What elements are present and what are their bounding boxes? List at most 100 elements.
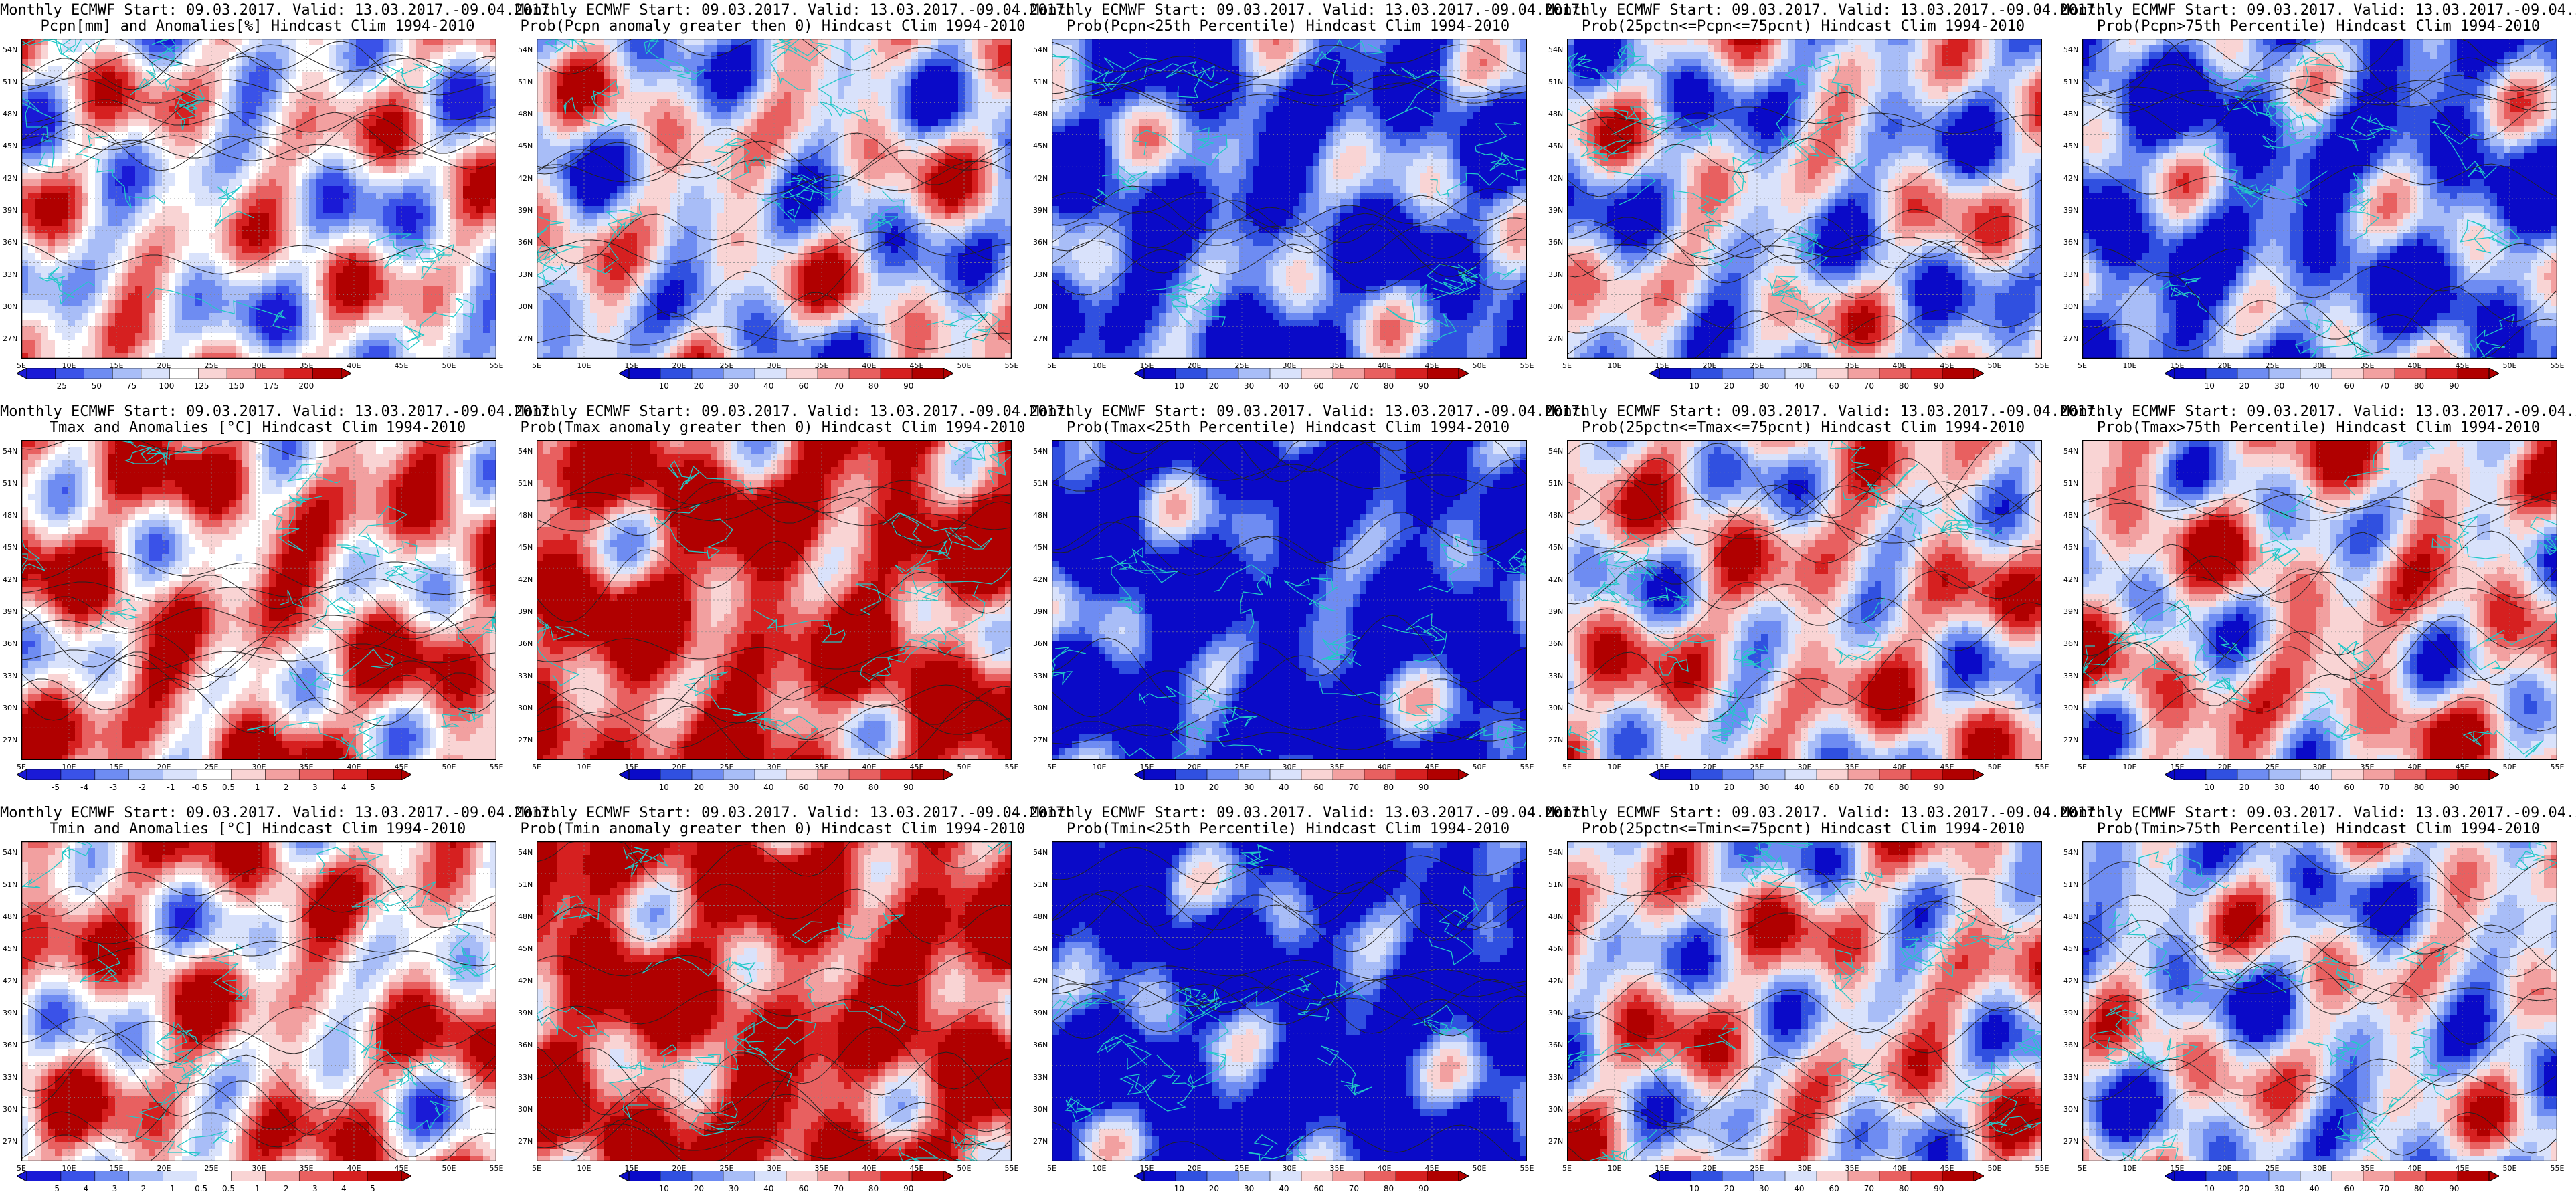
coastline bbox=[155, 1021, 199, 1051]
coastline bbox=[2462, 612, 2557, 670]
colorbar-tick-label: 4 bbox=[341, 1184, 347, 1193]
coastline bbox=[792, 912, 904, 944]
coastline bbox=[1119, 720, 1206, 760]
lat-label: 39N bbox=[3, 607, 17, 616]
lat-label: 42N bbox=[3, 174, 17, 183]
coastline bbox=[2089, 1030, 2158, 1069]
lat-label: 33N bbox=[1548, 270, 1563, 279]
lat-label: 48N bbox=[518, 912, 533, 921]
contour-line bbox=[2082, 300, 2557, 359]
colorbar-tick-label: 10 bbox=[2205, 381, 2215, 391]
contour-line bbox=[537, 142, 1011, 189]
lat-label: 54N bbox=[3, 447, 17, 456]
contour-line bbox=[537, 486, 1011, 510]
contour-line bbox=[1567, 1112, 2041, 1161]
coastline bbox=[1424, 270, 1477, 302]
coastline bbox=[1952, 924, 2015, 950]
colorbar-tick-label: 80 bbox=[1899, 1184, 1909, 1193]
coastline bbox=[1784, 54, 1856, 98]
coastline bbox=[2395, 942, 2460, 969]
colorbar-segment bbox=[1847, 1171, 1880, 1181]
lat-label: 42N bbox=[518, 575, 533, 584]
coastline bbox=[818, 73, 869, 123]
coastline bbox=[1297, 980, 1366, 1021]
map-frame bbox=[1567, 440, 2042, 760]
lon-label: 55E bbox=[490, 1164, 504, 1173]
lat-label: 39N bbox=[2063, 1009, 2078, 1017]
colorbar-tick-label: 60 bbox=[798, 783, 808, 792]
coastline bbox=[2108, 910, 2172, 981]
contour-line bbox=[2082, 619, 2556, 680]
lat-label: 54N bbox=[1548, 848, 1563, 857]
contour-line bbox=[2082, 272, 2557, 354]
colorbar-tick-label: 80 bbox=[2414, 1184, 2424, 1193]
coastline bbox=[1314, 39, 1385, 105]
panel-title: Monthly ECMWF Start: 09.03.2017. Valid: … bbox=[0, 805, 558, 821]
colorbar-segment bbox=[1690, 368, 1723, 379]
contour-line bbox=[537, 951, 1011, 991]
map-frame bbox=[21, 841, 496, 1161]
colorbar-end bbox=[1458, 368, 1469, 379]
coastline bbox=[145, 39, 185, 76]
lon-label: 50E bbox=[2503, 1164, 2517, 1173]
colorbar-tick-label: 40 bbox=[2309, 1184, 2319, 1193]
colorbar-segment bbox=[231, 769, 266, 780]
coastline bbox=[2431, 516, 2503, 559]
colorbar-segment bbox=[265, 1171, 300, 1181]
contour-line bbox=[537, 197, 1011, 264]
contour-line bbox=[537, 241, 1011, 318]
coastline bbox=[623, 847, 668, 878]
colorbar-segment bbox=[141, 368, 171, 379]
colorbar-segment bbox=[1206, 769, 1239, 780]
colorbar-tick-label: 5 bbox=[370, 783, 375, 792]
lon-label: 10E bbox=[1608, 1164, 1622, 1173]
coastline bbox=[1823, 440, 1881, 500]
colorbar-segment bbox=[55, 368, 85, 379]
colorbar-segment bbox=[198, 368, 227, 379]
lat-label: 45N bbox=[2063, 944, 2078, 953]
lon-label: 50E bbox=[1988, 763, 2002, 771]
contour-line bbox=[537, 326, 1011, 350]
contour-line bbox=[1052, 41, 1526, 78]
lat-label: 30N bbox=[1548, 704, 1563, 712]
colorbar-segment bbox=[128, 1171, 164, 1181]
coastline bbox=[2108, 602, 2192, 648]
contour-line bbox=[537, 666, 1011, 725]
colorbar-segment bbox=[169, 368, 199, 379]
lat-label: 51N bbox=[3, 880, 17, 889]
lat-label: 45N bbox=[1033, 543, 1048, 552]
colorbar-tick-label: 3 bbox=[312, 783, 318, 792]
contour-line bbox=[21, 672, 496, 734]
coastline bbox=[2105, 1004, 2144, 1060]
panel-subtitle: Prob(25pctn<=Tmin<=75pcnt) Hindcast Clim… bbox=[1546, 821, 2061, 837]
colorbar-tick-label: 70 bbox=[2379, 381, 2389, 391]
contour-line bbox=[537, 231, 1011, 265]
colorbar-tick-label: 30 bbox=[729, 783, 739, 792]
lat-label: 27N bbox=[518, 736, 533, 744]
coastline bbox=[2431, 120, 2498, 179]
coastline bbox=[770, 39, 877, 90]
coastline bbox=[1216, 705, 1271, 755]
coastline bbox=[1781, 114, 1845, 167]
lon-label: 55E bbox=[2551, 763, 2565, 771]
lon-label: 50E bbox=[1473, 763, 1487, 771]
contour-line bbox=[1052, 655, 1526, 718]
coastline bbox=[1097, 1034, 1152, 1070]
map-frame bbox=[1052, 841, 1527, 1161]
contour-line bbox=[537, 540, 1011, 623]
colorbar-segment bbox=[26, 1171, 62, 1181]
lon-label: 10E bbox=[1093, 763, 1107, 771]
lat-label: 48N bbox=[2063, 912, 2078, 921]
colorbar-segment bbox=[628, 1171, 661, 1181]
colorbar-segment bbox=[255, 368, 285, 379]
coastline bbox=[1737, 847, 1777, 888]
colorbar-tick-label: 30 bbox=[1759, 381, 1769, 391]
colorbar-tick-label: -1 bbox=[167, 783, 175, 792]
lon-label: 55E bbox=[1520, 763, 1534, 771]
colorbar-tick-label: 30 bbox=[729, 1184, 739, 1193]
panel-title: Monthly ECMWF Start: 09.03.2017. Valid: … bbox=[1030, 404, 1588, 420]
coastline bbox=[1763, 277, 1859, 353]
lat-label: 30N bbox=[2063, 704, 2078, 712]
panel-title: Monthly ECMWF Start: 09.03.2017. Valid: … bbox=[1546, 805, 2104, 821]
panel-subtitle: Prob(Pcpn<25th Percentile) Hindcast Clim… bbox=[1030, 19, 1546, 35]
